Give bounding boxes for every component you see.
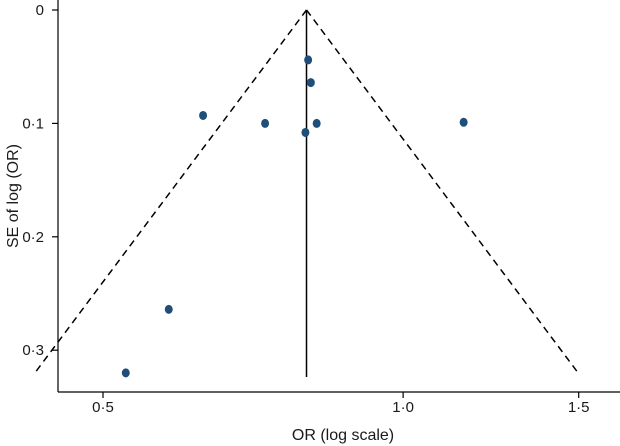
study-point bbox=[459, 117, 468, 127]
study-point bbox=[164, 304, 173, 314]
study-point bbox=[261, 118, 270, 128]
y-axis-title: SE of log (OR) bbox=[5, 144, 22, 248]
study-point bbox=[121, 368, 130, 378]
x-axis-title: OR (log scale) bbox=[292, 427, 394, 444]
y-tick-label: 0·3 bbox=[22, 342, 44, 359]
study-point bbox=[306, 78, 315, 88]
study-point bbox=[301, 127, 310, 137]
x-tick-label: 0·5 bbox=[92, 399, 114, 416]
funnel-left-ci-line bbox=[34, 9, 308, 374]
funnel-lines bbox=[34, 9, 579, 377]
x-tick-label: 1·5 bbox=[568, 399, 590, 416]
x-tick-label: 1·0 bbox=[392, 399, 414, 416]
study-point bbox=[304, 55, 313, 65]
y-tick-label: 0·1 bbox=[22, 115, 44, 132]
y-ticks: 0 0·1 0·2 0·3 bbox=[22, 2, 58, 359]
study-point bbox=[199, 110, 208, 120]
y-tick-label: 0 bbox=[36, 2, 44, 19]
study-point bbox=[312, 118, 321, 128]
x-ticks: 0·5 1·0 1·5 bbox=[92, 392, 590, 416]
funnel-right-ci-line bbox=[305, 9, 579, 374]
y-tick-label: 0·2 bbox=[22, 229, 44, 246]
study-points bbox=[121, 55, 468, 378]
